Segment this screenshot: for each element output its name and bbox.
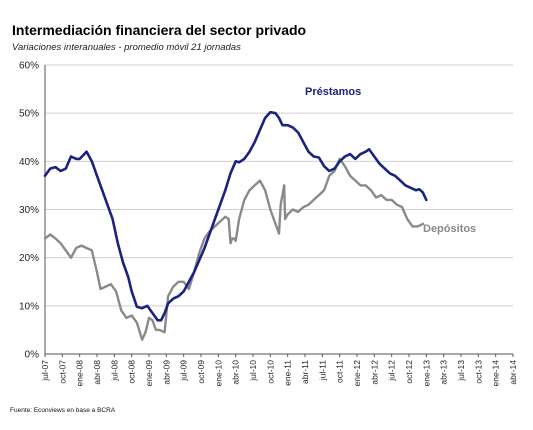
x-tick-label: jul-10 bbox=[248, 360, 258, 382]
x-tick-label: abr-11 bbox=[300, 360, 310, 384]
y-tick-label: 0% bbox=[25, 350, 40, 361]
x-tick-label: ene-10 bbox=[213, 360, 223, 387]
x-tick-label: jul-13 bbox=[456, 360, 466, 382]
y-tick-label: 10% bbox=[19, 301, 39, 312]
x-tick-label: jul-07 bbox=[40, 360, 50, 382]
y-tick-label: 40% bbox=[19, 157, 39, 168]
series-label-depositos: Depósitos bbox=[423, 223, 476, 235]
x-tick-label: oct-08 bbox=[127, 360, 137, 384]
x-tick-label: oct-13 bbox=[473, 360, 483, 384]
series-line-prestamos bbox=[43, 110, 428, 322]
x-tick-label: ene-13 bbox=[421, 360, 431, 387]
x-tick-label: oct-12 bbox=[404, 360, 414, 384]
x-tick-label: jul-09 bbox=[179, 360, 189, 382]
x-tick-label: ene-14 bbox=[491, 360, 501, 387]
x-tick-label: abr-14 bbox=[508, 360, 518, 385]
x-tick-label: abr-10 bbox=[231, 360, 241, 385]
series-line-depositos bbox=[43, 157, 425, 341]
x-tick-label: abr-13 bbox=[439, 360, 449, 385]
y-tick-label: 30% bbox=[19, 205, 39, 216]
x-tick-label: jul-12 bbox=[387, 360, 397, 382]
chart-subtitle: Variaciones interanuales - promedio móvi… bbox=[12, 42, 241, 53]
x-tick-label: oct-11 bbox=[335, 360, 345, 383]
x-tick-label: oct-07 bbox=[57, 360, 67, 384]
x-tick-label: ene-12 bbox=[352, 360, 362, 387]
y-tick-label: 60% bbox=[19, 61, 39, 72]
x-tick-label: ene-09 bbox=[144, 360, 154, 387]
x-tick-label: ene-08 bbox=[75, 360, 85, 387]
chart-title: Intermediación financiera del sector pri… bbox=[12, 22, 307, 38]
x-tick-label: ene-11 bbox=[283, 360, 293, 386]
x-tick-label: jul-08 bbox=[109, 360, 119, 382]
x-tick-label: abr-09 bbox=[161, 360, 171, 385]
source-note: Fuente: Econviews en base a BCRA bbox=[10, 407, 116, 414]
x-tick-label: abr-08 bbox=[92, 360, 102, 385]
y-tick-label: 20% bbox=[19, 253, 39, 264]
x-tick-label: abr-12 bbox=[369, 360, 379, 385]
x-tick-label: jul-11 bbox=[317, 360, 327, 381]
x-tick-label: oct-10 bbox=[265, 360, 275, 384]
series-label-prestamos: Préstamos bbox=[305, 86, 361, 98]
x-tick-label: oct-09 bbox=[196, 360, 206, 384]
y-tick-label: 50% bbox=[19, 109, 39, 120]
